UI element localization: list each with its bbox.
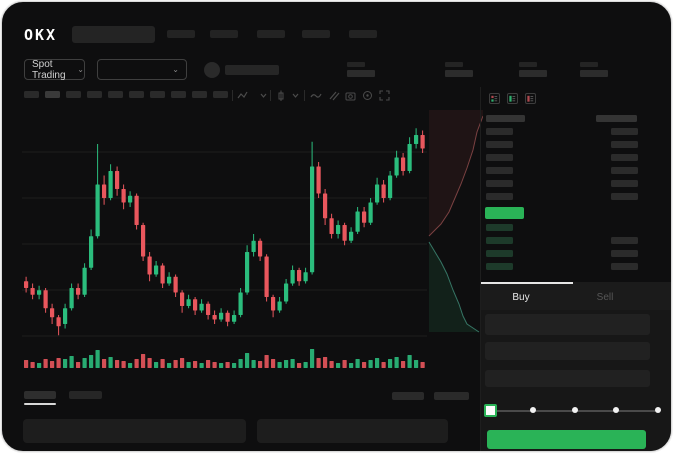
chevron-down-icon: ⌄ [172, 65, 179, 74]
buy-tab[interactable]: Buy [512, 292, 530, 303]
history-panel-placeholder [257, 419, 448, 443]
buy-submit-button[interactable] [487, 430, 646, 449]
line-tool-icon[interactable] [310, 90, 322, 102]
nav-item[interactable] [257, 30, 285, 38]
divider [232, 90, 233, 101]
compare-icon[interactable] [328, 90, 340, 102]
chevron-down-icon[interactable] [258, 90, 270, 102]
timeframe-chip[interactable] [192, 91, 207, 98]
candle-style-icon[interactable] [276, 90, 288, 102]
nav-item[interactable] [167, 30, 195, 38]
slider-stop-dot[interactable] [572, 407, 578, 413]
ask-price-placeholder[interactable] [486, 193, 513, 200]
ask-amount-placeholder [611, 167, 638, 174]
timeframe-chip[interactable] [171, 91, 186, 98]
divider [270, 90, 271, 101]
price-input[interactable] [485, 314, 650, 335]
ask-price-placeholder[interactable] [486, 141, 513, 148]
timeframe-chip[interactable] [129, 91, 144, 98]
timeframe-chip[interactable] [24, 91, 39, 98]
stat-value-placeholder [445, 70, 473, 77]
bid-price-placeholder[interactable] [486, 263, 513, 270]
timeframe-chip[interactable] [66, 91, 81, 98]
total-input[interactable] [485, 370, 650, 387]
trade-tab-bar [481, 282, 671, 310]
orderbook-sell-icon[interactable] [525, 93, 536, 104]
coin-avatar[interactable] [204, 62, 220, 78]
last-price-badge[interactable] [485, 207, 524, 219]
ask-amount-placeholder [611, 128, 638, 135]
ask-price-placeholder[interactable] [486, 180, 513, 187]
sell-tab[interactable]: Sell [596, 292, 614, 303]
settings-icon[interactable] [362, 90, 374, 102]
market-type-label: Spot Trading [32, 58, 66, 81]
slider-stop-dot[interactable] [655, 407, 661, 413]
ask-amount-placeholder [611, 141, 638, 148]
orders-tab-active[interactable] [24, 391, 56, 399]
bid-price-placeholder[interactable] [486, 250, 513, 257]
nav-item[interactable] [302, 30, 330, 38]
okx-logo: OKX [24, 26, 58, 44]
ask-price-placeholder[interactable] [486, 154, 513, 161]
timeframe-chip[interactable] [45, 91, 60, 98]
stat-label-placeholder [580, 62, 598, 67]
stat-value-placeholder [580, 70, 608, 77]
orderbook-both-icon[interactable] [489, 93, 500, 104]
camera-icon[interactable] [345, 90, 357, 102]
divider [304, 90, 305, 101]
ask-amount-placeholder [611, 180, 638, 187]
ask-price-placeholder[interactable] [486, 167, 513, 174]
ask-amount-placeholder [611, 193, 638, 200]
amount-input[interactable] [485, 342, 650, 360]
timeframe-chip[interactable] [213, 91, 228, 98]
orders-tab[interactable] [69, 391, 102, 399]
fullscreen-icon[interactable] [379, 90, 391, 102]
bid-amount-placeholder [611, 237, 638, 244]
ask-price-placeholder[interactable] [486, 128, 513, 135]
price-chart-canvas[interactable] [22, 108, 483, 374]
search-input[interactable] [72, 26, 155, 43]
nav-item[interactable] [210, 30, 238, 38]
bottom-action-placeholder[interactable] [434, 392, 469, 400]
timeframe-chip[interactable] [87, 91, 102, 98]
market-type-selector[interactable]: Spot Trading ⌄ [24, 58, 85, 81]
timeframe-chip[interactable] [108, 91, 123, 98]
bid-amount-placeholder [611, 250, 638, 257]
chevron-down-icon: ⌄ [77, 65, 84, 74]
bid-price-placeholder[interactable] [486, 237, 513, 244]
stat-value-placeholder [347, 70, 375, 77]
chevron-down-icon[interactable] [290, 90, 302, 102]
stat-label-placeholder [347, 62, 365, 67]
slider-stop-dot[interactable] [613, 407, 619, 413]
orders-panel-placeholder [23, 419, 246, 443]
bid-price-placeholder[interactable] [486, 224, 513, 231]
stat-label-placeholder [519, 62, 537, 67]
orderbook-buy-icon[interactable] [507, 93, 518, 104]
slider-handle[interactable] [484, 404, 497, 417]
pair-name-placeholder [225, 65, 279, 75]
timeframe-chip[interactable] [150, 91, 165, 98]
stat-label-placeholder [445, 62, 463, 67]
active-tab-indicator [481, 282, 573, 284]
bottom-action-placeholder[interactable] [392, 392, 424, 400]
panel-divider [480, 87, 481, 451]
pair-selector[interactable]: ⌄ [97, 59, 187, 80]
bottom-tab-underline [24, 403, 56, 405]
indicators-icon[interactable] [237, 90, 249, 102]
slider-stop-dot[interactable] [530, 407, 536, 413]
stat-value-placeholder [519, 70, 547, 77]
orderbook-header-amount [596, 115, 637, 122]
nav-item[interactable] [349, 30, 377, 38]
bid-amount-placeholder [611, 263, 638, 270]
orderbook-header-price [486, 115, 525, 122]
ask-amount-placeholder [611, 154, 638, 161]
